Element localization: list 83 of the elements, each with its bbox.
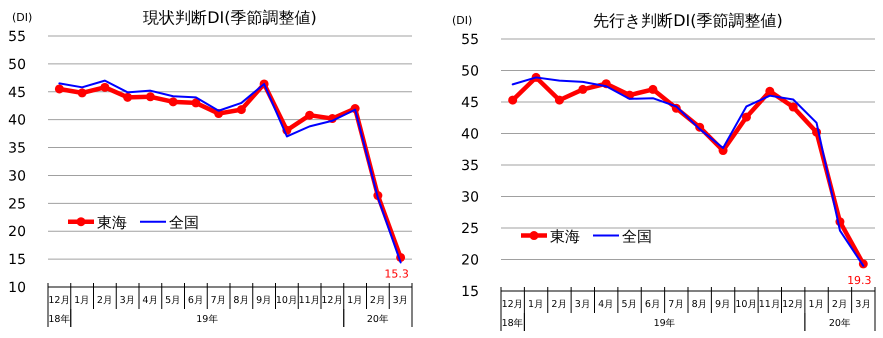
legend-label: 東海 bbox=[550, 228, 580, 246]
y-tick-label: 55 bbox=[461, 32, 479, 48]
y-tick-label: 50 bbox=[8, 56, 26, 73]
y-tick-label: 45 bbox=[8, 84, 26, 101]
point bbox=[191, 98, 200, 108]
x-tick-label: 8月 bbox=[692, 299, 708, 310]
x-tick-label: 5月 bbox=[165, 295, 182, 306]
y-tick-label: 25 bbox=[8, 196, 26, 212]
legend-label: 全国 bbox=[622, 228, 652, 246]
y-tick-label: 40 bbox=[461, 126, 479, 142]
point bbox=[765, 86, 774, 96]
chart-title: 現状判断DI(季節調整値) bbox=[143, 8, 317, 27]
x-tick-label: 3月 bbox=[574, 299, 591, 310]
text: 20年 bbox=[366, 313, 389, 325]
x-tick-label: 7月 bbox=[210, 295, 227, 306]
point bbox=[305, 110, 314, 120]
point bbox=[648, 84, 658, 94]
x-tick-label: 2月 bbox=[370, 295, 386, 306]
y-tick-label: 10 bbox=[8, 280, 26, 296]
x-tick-label: 8月 bbox=[233, 295, 250, 306]
chart-title: 先行き判断DI(季節調整値) bbox=[593, 11, 783, 30]
x-tick-label: 12月 bbox=[48, 295, 70, 306]
point bbox=[54, 84, 64, 94]
y-tick-label: 30 bbox=[461, 190, 479, 206]
point bbox=[554, 96, 564, 105]
text: 19年 bbox=[196, 313, 218, 325]
y-tick-label: 25 bbox=[461, 221, 479, 237]
y-tick-label: 35 bbox=[8, 140, 26, 157]
y-tick-label: 20 bbox=[461, 252, 479, 268]
x-tick-label: 6月 bbox=[644, 299, 661, 310]
x-tick-label: 12月 bbox=[321, 295, 344, 306]
y-tick-label: 40 bbox=[8, 112, 26, 129]
point bbox=[236, 105, 246, 114]
x-tick-label: 9月 bbox=[256, 295, 272, 306]
data-label: 19.3 bbox=[847, 274, 872, 287]
point bbox=[788, 102, 798, 112]
point bbox=[508, 96, 518, 105]
x-tick-label: 11月 bbox=[758, 299, 781, 310]
x-tick-label: 5月 bbox=[622, 299, 638, 310]
point bbox=[742, 112, 751, 122]
y-tick-label: 15 bbox=[8, 252, 26, 268]
point bbox=[78, 88, 87, 98]
y-tick-label: 15 bbox=[461, 284, 479, 300]
y-axis-title: (DI) bbox=[452, 14, 472, 27]
x-tick-label: 10月 bbox=[276, 295, 298, 306]
x-tick-label: 7月 bbox=[668, 299, 684, 310]
y-axis-title: (DI) bbox=[12, 11, 32, 24]
x-tick-label: 2月 bbox=[832, 299, 848, 310]
x-tick-label: 3月 bbox=[855, 299, 872, 310]
legend-label: 全国 bbox=[169, 214, 199, 232]
x-tick-label: 3月 bbox=[120, 295, 136, 306]
x-tick-label: 4月 bbox=[598, 299, 614, 310]
x-tick-label: 1月 bbox=[347, 295, 364, 306]
text: 18年 bbox=[48, 313, 70, 325]
y-tick-label: 55 bbox=[8, 29, 26, 45]
point bbox=[168, 97, 178, 106]
x-tick-label: 1月 bbox=[808, 299, 825, 310]
text: 18年 bbox=[502, 317, 524, 329]
x-tick-label: 2月 bbox=[551, 299, 568, 310]
x-tick-label: 1月 bbox=[74, 295, 90, 306]
x-tick-label: 11月 bbox=[298, 295, 321, 306]
x-tick-label: 12月 bbox=[782, 299, 804, 310]
y-tick-label: 35 bbox=[461, 158, 479, 174]
x-tick-label: 9月 bbox=[715, 299, 732, 310]
point bbox=[123, 92, 132, 102]
y-tick-label: 30 bbox=[8, 168, 26, 184]
x-tick-label: 10月 bbox=[735, 299, 758, 310]
y-tick-label: 45 bbox=[461, 95, 479, 111]
x-tick-label: 2月 bbox=[96, 295, 113, 306]
x-tick-label: 6月 bbox=[188, 295, 204, 306]
x-tick-label: 1月 bbox=[528, 299, 544, 310]
data-label: 15.3 bbox=[384, 267, 409, 280]
point bbox=[100, 82, 110, 92]
text: 19年 bbox=[654, 317, 676, 329]
y-tick-label: 20 bbox=[8, 224, 26, 240]
y-tick-label: 50 bbox=[461, 64, 479, 80]
text: 20年 bbox=[828, 317, 851, 329]
point bbox=[578, 84, 588, 94]
x-tick-label: 12月 bbox=[502, 299, 524, 310]
x-tick-label: 3月 bbox=[392, 295, 409, 306]
legend-label: 東海 bbox=[97, 214, 127, 232]
point bbox=[146, 92, 155, 102]
x-tick-label: 4月 bbox=[142, 295, 158, 306]
